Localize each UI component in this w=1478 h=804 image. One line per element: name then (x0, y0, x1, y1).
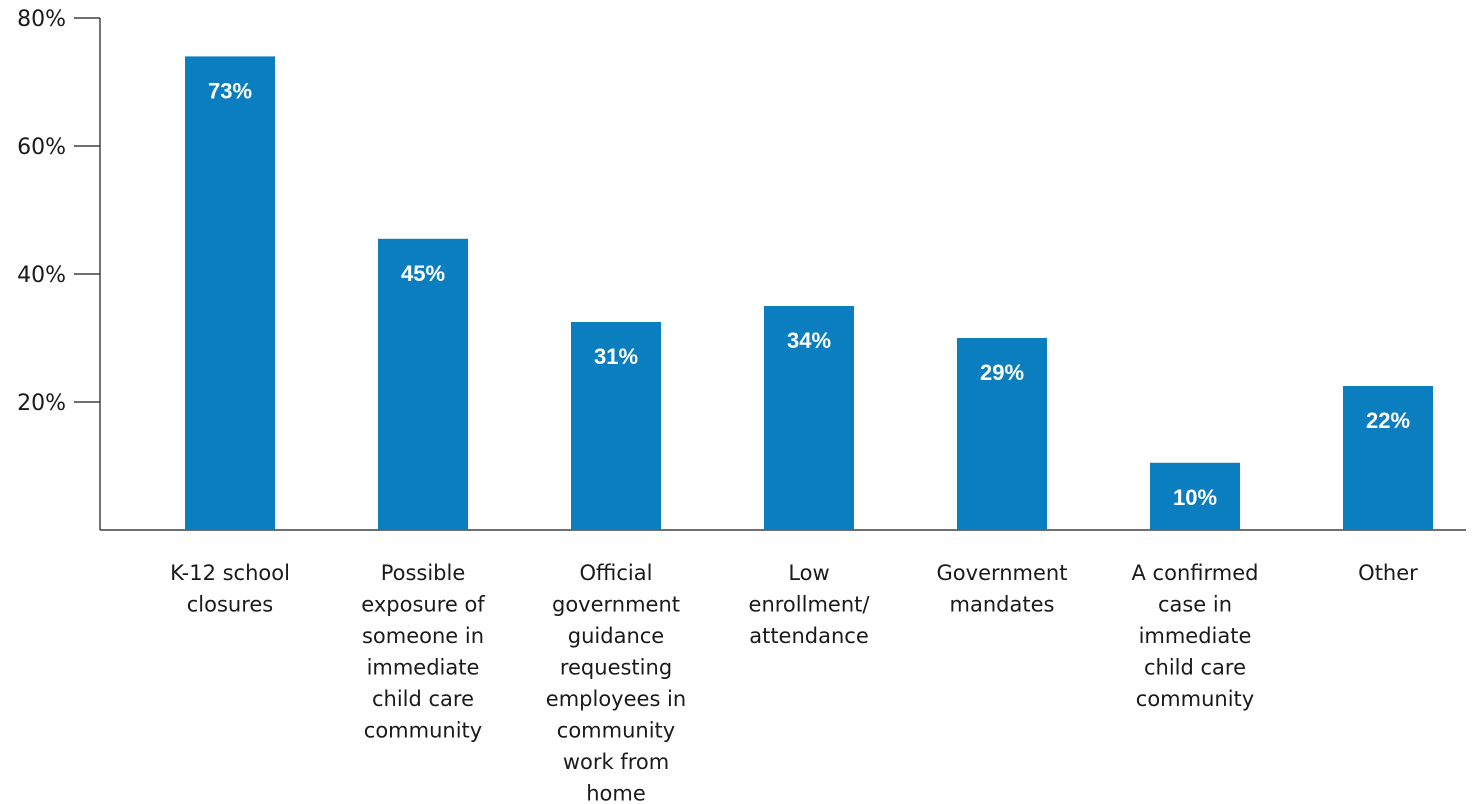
x-category-label: Official (580, 561, 653, 585)
bar-data-label: 10% (1173, 485, 1217, 510)
x-category-label: Possible (381, 561, 466, 585)
x-category-label: community (557, 719, 675, 743)
x-category-label: work from (563, 750, 669, 774)
x-category-label: child care (372, 687, 474, 711)
x-category-label: K-12 school (170, 561, 290, 585)
bar (571, 322, 661, 530)
bar-data-label: 31% (594, 344, 638, 369)
x-category-label: attendance (749, 624, 869, 648)
bar-data-label: 29% (980, 360, 1024, 385)
x-category-label: employees in (546, 687, 686, 711)
x-category-label: requesting (560, 656, 672, 680)
x-category-label: enrollment/ (749, 593, 871, 617)
x-category-label: home (586, 782, 646, 804)
y-tick-label: 40% (17, 263, 66, 288)
bar (185, 56, 275, 531)
bar (764, 306, 854, 530)
bar-data-label: 45% (401, 261, 445, 286)
x-category-label: someone in (362, 624, 484, 648)
bar (1343, 386, 1433, 530)
y-tick-label: 80% (17, 7, 66, 32)
bar (957, 338, 1047, 530)
y-tick-label: 60% (17, 135, 66, 160)
x-category-label: government (552, 593, 680, 617)
x-category-label: child care (1144, 656, 1246, 680)
x-category-label: exposure of (361, 593, 485, 617)
bar (378, 238, 468, 531)
x-category-label: immediate (1139, 624, 1252, 648)
x-category-label: community (364, 719, 482, 743)
x-category-label: guidance (568, 624, 664, 648)
bar (1150, 462, 1240, 530)
bar-data-label: 22% (1366, 408, 1410, 433)
x-category-label: mandates (950, 593, 1055, 617)
bar-data-label: 73% (208, 78, 252, 103)
bar-data-label: 34% (787, 328, 831, 353)
y-tick-label: 20% (17, 391, 66, 416)
x-category-label: community (1136, 687, 1254, 711)
x-category-label: Low (788, 561, 829, 585)
y-ticks: 20% 40% 60% 80% (17, 7, 100, 416)
x-category-label: case in (1158, 593, 1232, 617)
x-category-label: closures (187, 593, 274, 617)
x-category-label: A confirmed (1132, 561, 1259, 585)
x-labels: K-12 school closures Possible exposure of so… (170, 561, 1418, 804)
x-category-label: Other (1358, 561, 1418, 585)
x-category-label: Government (937, 561, 1068, 585)
x-category-label: immediate (367, 656, 480, 680)
bars: 73% 45% 31% 34% 29% 10% 22% (185, 56, 1433, 531)
